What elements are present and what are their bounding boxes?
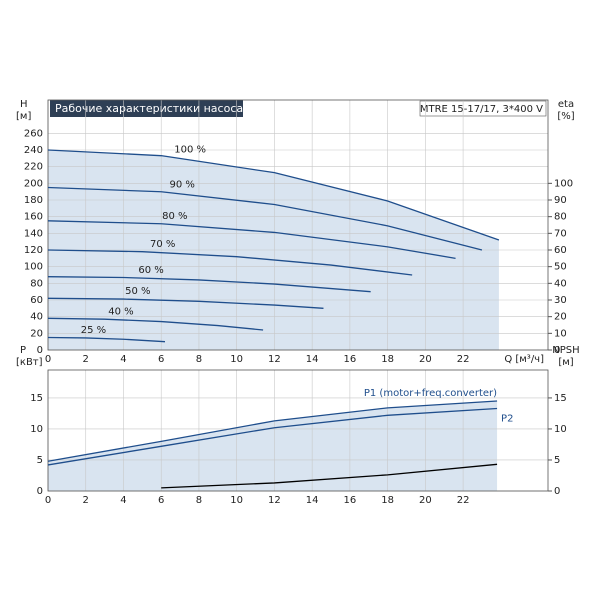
y-axis-unit: [кВт] [16,357,43,368]
curve [47,249,413,276]
curve [47,186,483,251]
curve-label: 50 % [125,286,150,297]
y-axis-unit: [м] [16,111,31,122]
x-tick-label: 16 [344,354,357,365]
curve-label: P1 (motor+freq.converter) [364,388,497,399]
x-tick-label: 8 [196,495,202,506]
curve-label: 25 % [81,325,106,336]
y-axis-label: P [20,345,26,356]
curve [47,149,500,241]
y2-axis-label: eta [558,99,574,110]
x-tick-label: 4 [120,495,126,506]
y-tick-label: 5 [37,455,43,466]
y-tick-label: 0 [37,345,43,356]
model: MTRE 15-17/17, 3*400 V [420,104,543,115]
x-tick-label: 0 [45,495,51,506]
y2-axis-unit: [м] [558,357,573,368]
y2-tick-label: 0 [554,345,560,356]
x-axis-label: Q [м³/ч] [504,354,544,365]
y2-tick-label: 10 [554,328,567,339]
y-tick-label: 180 [24,195,43,206]
x-tick-label: 6 [158,354,164,365]
curve-label: 60 % [138,265,163,276]
curve [47,317,264,331]
y-tick-label: 15 [30,393,43,404]
x-tick-label: 18 [381,495,394,506]
curve-label: 70 % [150,239,175,250]
y-tick-label: 0 [37,486,43,497]
curve [47,220,456,259]
y-tick-label: 60 [30,295,43,306]
x-tick-label: 12 [268,354,281,365]
x-tick-label: 10 [230,354,243,365]
y-tick-label: 200 [24,178,43,189]
plot-frame [47,369,549,492]
curve [47,336,166,343]
y2-tick-label: 40 [554,278,567,289]
curve-label: 80 % [162,211,187,222]
plot-frame [47,99,549,351]
operating-area [48,401,498,491]
y-tick-label: 120 [24,245,43,256]
curve-label: 40 % [108,306,133,317]
curve [47,297,324,309]
x-tick-label: 12 [268,495,281,506]
curve [47,400,498,462]
curve-label: 100 % [174,145,206,156]
y2-tick-label: 80 [554,212,567,223]
y2-tick-label: 0 [554,486,560,497]
y-tick-label: 10 [30,424,43,435]
x-tick-label: 20 [419,495,432,506]
y-tick-label: 100 [24,262,43,273]
x-tick-label: 0 [45,354,51,365]
y-tick-label: 80 [30,278,43,289]
y2-tick-label: 15 [554,393,567,404]
x-tick-label: 2 [83,495,89,506]
y2-tick-label: 70 [554,228,567,239]
x-tick-label: 6 [158,495,164,506]
curve [47,407,498,466]
y2-axis-label: NPSH [552,345,579,356]
x-tick-label: 10 [230,495,243,506]
y-axis-label: H [20,99,28,110]
x-tick-label: 22 [457,354,470,365]
x-tick-label: 4 [120,354,126,365]
y-tick-label: 260 [24,128,43,139]
y-tick-label: 40 [30,312,43,323]
y2-tick-label: 30 [554,295,567,306]
title: Рабочие характеристики насоса [55,102,243,115]
y-tick-label: 220 [24,162,43,173]
y2-tick-label: 50 [554,262,567,273]
y-tick-label: 140 [24,228,43,239]
y-tick-label: 20 [30,328,43,339]
x-tick-label: 20 [419,354,432,365]
y2-tick-label: 90 [554,195,567,206]
y2-tick-label: 60 [554,245,567,256]
y2-tick-label: 20 [554,312,567,323]
x-tick-label: 14 [306,495,319,506]
x-tick-label: 2 [83,354,89,365]
y2-tick-label: 10 [554,424,567,435]
y2-tick-label: 5 [554,455,560,466]
y-tick-label: 160 [24,212,43,223]
y2-tick-label: 100 [554,178,573,189]
curve [47,276,371,293]
x-tick-label: 18 [381,354,394,365]
title-box [50,100,243,117]
x-tick-label: 16 [344,495,357,506]
curve-label: P2 [501,413,513,424]
model-box [419,100,547,117]
x-tick-label: 8 [196,354,202,365]
y-tick-label: 240 [24,145,43,156]
x-tick-label: 14 [306,354,319,365]
y2-axis-unit: [%] [557,111,574,122]
curve-label: 90 % [170,180,195,191]
x-tick-label: 22 [457,495,470,506]
curve [161,463,498,489]
